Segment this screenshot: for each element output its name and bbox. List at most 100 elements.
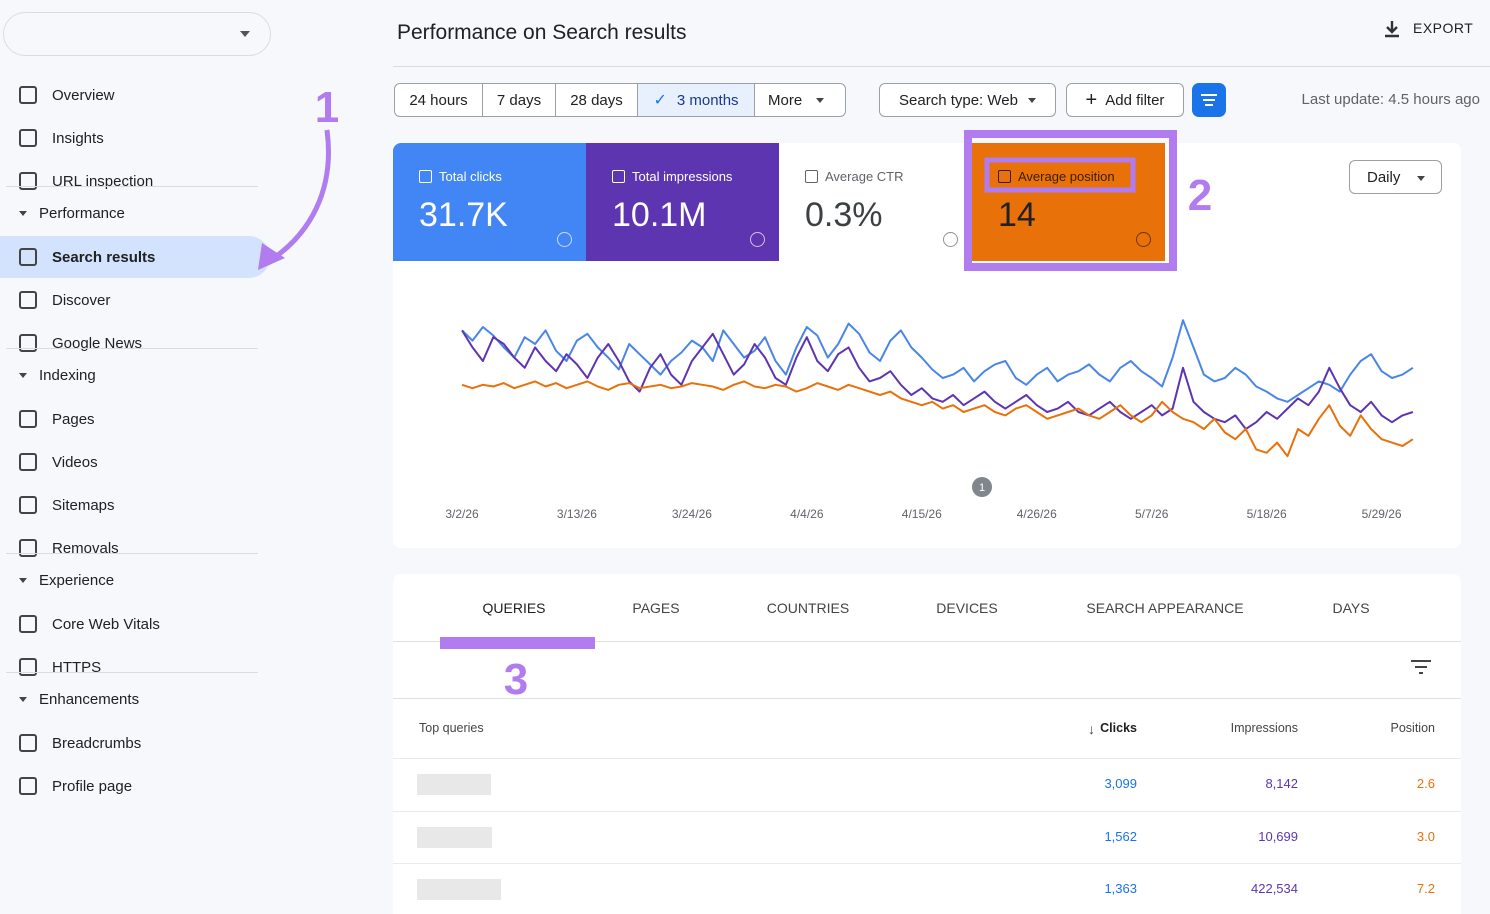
annotation-arrow: [266, 129, 331, 265]
nav-item[interactable]: Discover: [0, 279, 270, 321]
column-header[interactable]: Top queries: [419, 721, 484, 735]
tab[interactable]: COUNTRIES: [766, 600, 850, 616]
nav-item[interactable]: Videos: [0, 441, 270, 483]
metric-value: 14: [998, 196, 1036, 234]
nav-label: Profile page: [52, 777, 133, 795]
tab[interactable]: DAYS: [1332, 600, 1370, 616]
divider: [6, 348, 258, 349]
nav-section-title[interactable]: Enhancements: [18, 691, 140, 708]
x-tick-label: 4/26/26: [1017, 507, 1057, 521]
header-divider: [393, 66, 1490, 67]
search-type-button[interactable]: Search type: Web: [879, 83, 1056, 117]
table-cell: 8,142: [1265, 776, 1298, 791]
nav-icon: [19, 248, 37, 266]
query-placeholder: [417, 826, 492, 848]
nav-item[interactable]: Sitemaps: [0, 484, 270, 526]
table-cell: 1,363: [1104, 881, 1137, 896]
nav-icon: [19, 129, 37, 147]
x-tick-label: 5/29/26: [1362, 507, 1402, 521]
nav-label: URL inspection: [52, 172, 154, 190]
x-tick-label: 5/7/26: [1135, 507, 1169, 521]
x-tick-label: 4/15/26: [902, 507, 942, 521]
date-range-label: 7 days: [496, 91, 542, 109]
nav-item[interactable]: Profile page: [0, 765, 270, 807]
tab[interactable]: SEARCH APPEARANCE: [1086, 600, 1244, 616]
date-range-option[interactable]: More: [754, 83, 846, 117]
page-title: Performance on Search results: [397, 21, 687, 44]
table-cell: 3,099: [1104, 776, 1137, 791]
nav-label: Removals: [52, 539, 119, 557]
tabs-divider: [393, 641, 1461, 642]
filter-icon: [1201, 94, 1217, 106]
nav-section-title[interactable]: Performance: [19, 205, 125, 222]
date-range-option[interactable]: 7 days: [482, 83, 556, 117]
nav-item[interactable]: Breadcrumbs: [0, 722, 270, 764]
nav-item[interactable]: Removals: [0, 527, 270, 569]
date-range-option[interactable]: 28 days: [555, 83, 638, 117]
nav-icon: [19, 86, 37, 104]
nav-item[interactable]: HTTPS: [0, 646, 270, 688]
granularity-select[interactable]: Daily: [1349, 160, 1442, 194]
nav-item[interactable]: Search results: [0, 236, 270, 278]
nav-icon: [19, 291, 37, 309]
dropdown-icon: [240, 31, 250, 42]
nav-item[interactable]: Core Web Vitals: [0, 603, 270, 645]
granularity-label: Daily: [1367, 169, 1401, 186]
metric-card[interactable]: Total clicks 31.7K: [393, 143, 586, 261]
nav-label: Breadcrumbs: [52, 734, 142, 752]
date-range-option[interactable]: 24 hours: [394, 83, 483, 117]
nav-icon: [19, 453, 37, 471]
table-cell: 1,562: [1104, 828, 1137, 844]
nav-label: Pages: [52, 410, 95, 428]
nav-section-title[interactable]: Indexing: [19, 367, 96, 384]
add-filter-label: Add filter: [1105, 91, 1165, 109]
nav-icon: [19, 734, 37, 752]
add-filter-button[interactable]: + Add filter: [1066, 83, 1184, 117]
nav-item[interactable]: Pages: [0, 398, 270, 440]
nav-icon: [19, 658, 37, 676]
column-header[interactable]: Impressions: [1230, 721, 1298, 735]
metric-label: Total clicks: [419, 169, 586, 184]
nav-label: Discover: [52, 291, 111, 309]
divider: [6, 186, 258, 187]
annotation-marker: [972, 477, 992, 497]
property-selector[interactable]: [3, 12, 271, 56]
row-divider: [393, 863, 1461, 864]
metric-value: 0.3%: [805, 196, 883, 234]
nav-label: Insights: [52, 129, 104, 147]
nav-icon: [19, 539, 37, 557]
nav-section-title[interactable]: Experience: [18, 572, 115, 589]
metric-label: Average position: [998, 169, 1165, 184]
plus-icon: +: [1085, 88, 1098, 111]
divider: [6, 553, 258, 554]
nav-item[interactable]: Insights: [0, 117, 270, 159]
tab[interactable]: PAGES: [632, 600, 680, 616]
nav-icon: [19, 777, 37, 795]
tab[interactable]: DEVICES: [936, 600, 998, 616]
metric-card[interactable]: Average CTR 0.3%: [779, 143, 972, 261]
column-header[interactable]: Position: [1390, 721, 1435, 735]
help-icon: [943, 232, 958, 247]
filter-settings-button[interactable]: [1192, 83, 1226, 117]
export-label: EXPORT: [1413, 20, 1474, 36]
metric-card[interactable]: Total impressions 10.1M: [586, 143, 779, 261]
row-divider: [393, 810, 1461, 812]
nav-item[interactable]: URL inspection: [0, 160, 270, 202]
nav-icon: [19, 615, 37, 633]
table-cell: 422,534: [1251, 881, 1298, 896]
table-filter-icon[interactable]: [1410, 658, 1432, 676]
nav-icon: [19, 334, 37, 352]
metric-card[interactable]: Average position 14: [972, 143, 1165, 261]
sort-icon: ↓: [1088, 721, 1095, 737]
nav-label: Google News: [52, 334, 143, 352]
export-button[interactable]: EXPORT: [1380, 20, 1474, 38]
nav-item[interactable]: Overview: [0, 74, 270, 116]
nav-item[interactable]: Google News: [0, 322, 270, 364]
date-range-option[interactable]: ✓ 3 months: [637, 83, 755, 117]
divider: [6, 672, 258, 673]
column-header[interactable]: Clicks: [1100, 721, 1137, 735]
table-cell: 10,699: [1258, 828, 1298, 844]
help-icon: [750, 232, 765, 247]
tab[interactable]: QUERIES: [482, 600, 546, 616]
query-placeholder: [417, 879, 501, 900]
